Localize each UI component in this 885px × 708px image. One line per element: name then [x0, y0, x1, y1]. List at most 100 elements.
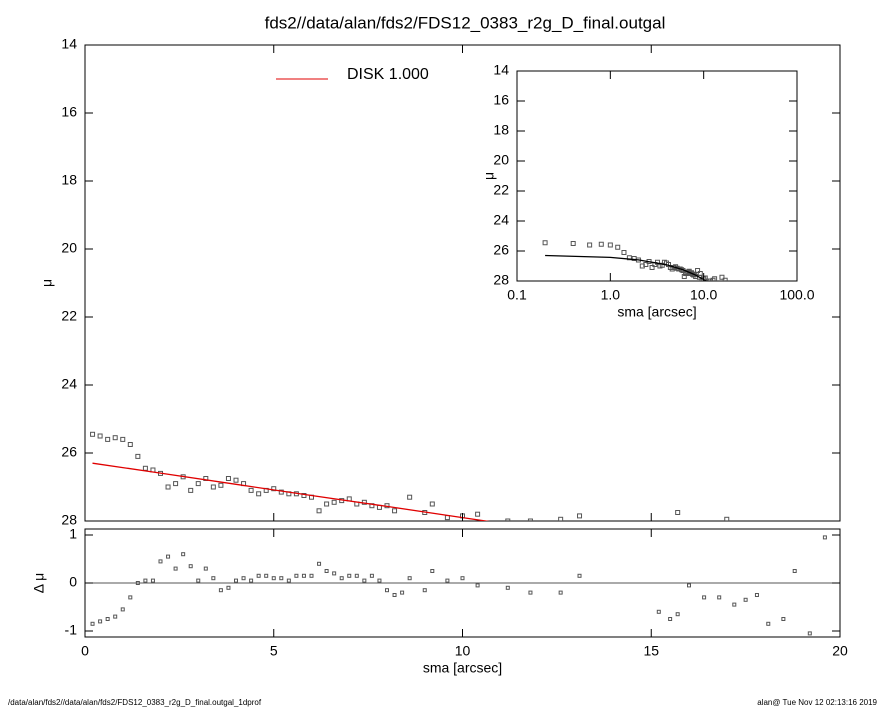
y-tick-label: -1 — [65, 622, 78, 638]
data-point — [286, 578, 291, 583]
data-point — [226, 585, 231, 590]
data-point — [577, 513, 583, 519]
y-tick-label: 16 — [61, 104, 77, 120]
y-tick-label: 20 — [493, 152, 509, 168]
data-point — [377, 578, 382, 583]
data-point — [301, 573, 306, 578]
plot-area — [85, 535, 840, 636]
x-tick-label: 10.0 — [690, 287, 717, 303]
y-tick-label: 20 — [61, 240, 77, 256]
data-point — [90, 431, 96, 437]
data-point — [143, 578, 148, 583]
data-point — [218, 482, 224, 488]
data-point — [754, 593, 759, 597]
data-point — [542, 240, 548, 246]
data-point — [264, 573, 269, 578]
data-point — [475, 511, 481, 517]
data-point — [225, 476, 231, 481]
data-point — [587, 242, 593, 248]
plot-area — [90, 431, 730, 521]
footer-right: alan@ Tue Nov 12 02:13:16 2019 — [757, 698, 877, 707]
x-tick-label: 5 — [270, 643, 278, 659]
data-point — [233, 477, 239, 483]
data-point — [385, 588, 389, 593]
data-point — [173, 566, 178, 571]
y-tick-label: 14 — [493, 62, 509, 78]
data-point — [166, 554, 171, 559]
x-tick-label: 10 — [455, 643, 471, 659]
data-point — [475, 583, 480, 588]
data-point — [643, 262, 649, 267]
data-point — [392, 593, 397, 597]
data-point — [615, 244, 621, 250]
data-point — [407, 494, 413, 500]
data-point — [505, 585, 510, 590]
data-point — [181, 552, 186, 557]
data-point — [743, 597, 748, 602]
data-point — [687, 583, 691, 588]
x-tick-label: 0.1 — [507, 287, 527, 303]
data-point — [128, 595, 133, 600]
y-tick-label: 28 — [493, 272, 509, 288]
data-point — [621, 250, 627, 255]
y-axis-label: μ — [39, 279, 55, 287]
data-point — [105, 436, 111, 442]
legend-label: DISK 1.000 — [347, 66, 429, 83]
data-point — [271, 486, 277, 492]
y-tick-label: 26 — [493, 242, 509, 258]
data-point — [332, 571, 337, 576]
data-point — [822, 535, 827, 540]
data-point — [135, 453, 141, 459]
data-point — [392, 508, 398, 514]
x-tick-label: 0 — [81, 643, 89, 659]
model-line — [92, 462, 491, 521]
data-point — [112, 435, 118, 441]
data-point — [120, 607, 125, 612]
y-tick-label: 0 — [69, 574, 77, 590]
data-point — [656, 609, 661, 614]
plot-frame — [516, 70, 798, 282]
data-point — [558, 516, 564, 521]
y-tick-label: 22 — [493, 182, 509, 198]
model-line — [545, 254, 707, 281]
data-point — [695, 268, 701, 273]
data-point — [218, 588, 223, 593]
x-axis-label: sma [arcsec] — [617, 304, 696, 320]
data-point — [766, 621, 771, 626]
plot-area — [542, 240, 728, 281]
data-point — [150, 578, 155, 583]
data-point — [113, 614, 118, 619]
data-point — [301, 493, 307, 498]
y-tick-label: 26 — [61, 444, 77, 460]
data-point — [309, 573, 314, 578]
data-point — [400, 590, 405, 595]
data-point — [97, 433, 103, 439]
y-axis-label: μ — [481, 172, 497, 180]
data-point — [324, 569, 329, 573]
inset-bg — [517, 71, 797, 281]
x-tick-label: 15 — [643, 643, 659, 659]
data-point — [407, 576, 412, 581]
data-point — [558, 590, 563, 595]
data-point — [712, 276, 718, 281]
data-point — [210, 484, 216, 490]
y-tick-label: 16 — [493, 92, 509, 108]
data-point — [369, 573, 374, 578]
data-point — [120, 436, 126, 442]
data-point — [445, 578, 450, 583]
data-point — [649, 265, 655, 270]
data-point — [256, 573, 261, 578]
data-point — [203, 476, 209, 481]
data-point — [317, 561, 322, 566]
data-point — [249, 578, 254, 583]
y-tick-label: 18 — [493, 122, 509, 138]
data-point — [256, 491, 262, 497]
y-tick-label: 24 — [61, 376, 77, 392]
footer-left: /data/alan/fds2//data/alan/fds2/FDS12_03… — [8, 698, 262, 707]
data-point — [188, 564, 193, 569]
data-point — [234, 578, 238, 583]
data-point — [577, 573, 582, 578]
data-point — [781, 617, 786, 621]
y-axis-label: Δ μ — [31, 573, 47, 594]
data-point — [460, 576, 465, 581]
